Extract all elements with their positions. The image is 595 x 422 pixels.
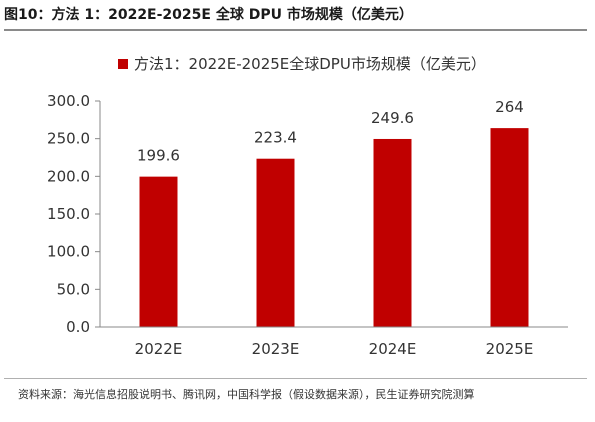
bar bbox=[490, 128, 529, 327]
title-rule bbox=[4, 29, 587, 31]
data-label: 199.6 bbox=[137, 147, 180, 165]
y-tick-label: 250.0 bbox=[47, 130, 90, 148]
y-tick-label: 100.0 bbox=[47, 243, 90, 261]
y-tick-label: 200.0 bbox=[47, 167, 90, 185]
x-tick-label: 2023E bbox=[252, 340, 300, 358]
y-tick-label: 150.0 bbox=[47, 205, 90, 223]
data-label: 223.4 bbox=[254, 129, 297, 147]
y-tick-label: 0.0 bbox=[66, 318, 90, 336]
chart-legend: 方法1：2022E-2025E全球DPU市场规模（亿美元） bbox=[118, 55, 486, 73]
source-rule bbox=[4, 378, 587, 379]
x-tick-label: 2025E bbox=[486, 340, 534, 358]
figure-title: 图10：方法 1：2022E-2025E 全球 DPU 市场规模（亿美元） bbox=[4, 7, 413, 23]
legend-label: 方法1：2022E-2025E全球DPU市场规模（亿美元） bbox=[134, 55, 486, 73]
legend-swatch bbox=[118, 59, 128, 69]
source-note: 资料来源：海光信息招股说明书、腾讯网，中国科学报（假设数据来源），民生证券研究院… bbox=[18, 388, 475, 401]
bars: 199.6 223.4 249.6 264 bbox=[137, 98, 529, 327]
y-axis: 0.0 50.0 100.0 150.0 200.0 250.0 300.0 bbox=[47, 92, 101, 336]
x-tick-label: 2022E bbox=[135, 340, 183, 358]
x-tick-label: 2024E bbox=[369, 340, 417, 358]
bar bbox=[256, 158, 295, 327]
data-label: 249.6 bbox=[371, 109, 414, 127]
data-label: 264 bbox=[495, 98, 524, 116]
y-tick-label: 300.0 bbox=[47, 92, 90, 110]
x-axis: 2022E 2023E 2024E 2025E bbox=[100, 326, 568, 358]
bar bbox=[139, 176, 178, 327]
bar-chart: 方法1：2022E-2025E全球DPU市场规模（亿美元） 0.0 50.0 100… bbox=[47, 55, 568, 358]
y-tick-label: 50.0 bbox=[57, 280, 90, 298]
bar bbox=[373, 138, 412, 327]
